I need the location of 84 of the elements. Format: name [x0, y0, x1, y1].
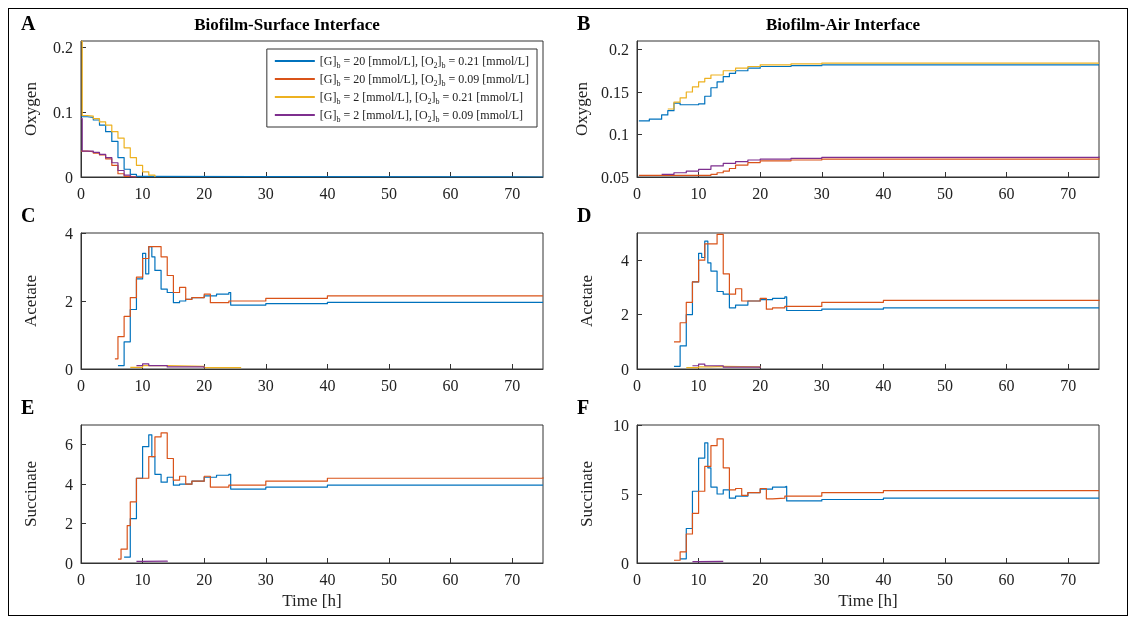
y-tick-label: 0.1 [53, 103, 73, 121]
y-tick-label: 0.2 [53, 38, 73, 56]
x-tick-label: 10 [134, 184, 151, 202]
x-tick-label: 70 [504, 184, 521, 202]
x-tick-label: 20 [196, 184, 213, 202]
y-tick-label: 6 [65, 436, 73, 454]
x-tick-label: 0 [633, 184, 641, 202]
x-tick-label: 60 [998, 184, 1015, 202]
x-axis-title: Time [h] [838, 590, 898, 610]
y-tick-label: 4 [65, 475, 73, 493]
x-tick-label: 10 [690, 376, 707, 394]
x-tick-label: 0 [77, 570, 85, 588]
y-axis-title: Succinate [21, 460, 40, 528]
text: D [577, 204, 592, 226]
x-tick-label: 60 [998, 376, 1015, 394]
x-tick-label: 20 [196, 376, 213, 394]
chart-title: Biofilm-Air Interface [765, 15, 921, 34]
x-tick-label: 20 [752, 570, 769, 588]
text: E [21, 396, 35, 418]
x-tick-label: 60 [442, 184, 459, 202]
y-axis-title: Oxygen [21, 81, 40, 136]
x-tick-label: 20 [752, 184, 769, 202]
x-tick-label: 50 [381, 376, 397, 394]
x-tick-label: 50 [381, 570, 397, 588]
x-tick-label: 70 [1060, 376, 1077, 394]
x-tick-label: 40 [319, 376, 336, 394]
y-tick-label: 2 [65, 515, 73, 533]
y-tick-label: 2 [65, 292, 73, 310]
text: A [21, 12, 36, 34]
y-tick-label: 4 [621, 251, 629, 269]
x-tick-label: 0 [633, 570, 641, 588]
y-tick-label: 0.2 [609, 41, 629, 58]
x-tick-label: 70 [504, 570, 521, 588]
x-tick-label: 40 [319, 570, 336, 588]
x-tick-label: 70 [504, 376, 521, 394]
x-tick-label: 30 [257, 570, 274, 588]
y-tick-label: 0 [621, 360, 629, 378]
text: C [21, 204, 36, 226]
text: F [577, 396, 590, 418]
x-tick-label: 30 [257, 376, 274, 394]
y-tick-label: 0 [621, 554, 629, 572]
x-tick-label: 20 [196, 570, 213, 588]
text: B [577, 12, 591, 34]
x-tick-label: 60 [442, 376, 459, 394]
x-tick-label: 40 [875, 570, 892, 588]
x-tick-label: 50 [937, 184, 953, 202]
x-tick-label: 30 [813, 184, 830, 202]
y-tick-label: 4 [65, 224, 73, 242]
x-tick-label: 30 [813, 570, 830, 588]
y-tick-label: 0 [65, 168, 73, 186]
chart-title: Biofilm-Surface Interface [194, 15, 381, 34]
x-tick-label: 0 [633, 376, 641, 394]
x-tick-label: 60 [998, 570, 1015, 588]
x-tick-label: 60 [442, 570, 459, 588]
y-tick-label: 0.1 [609, 126, 629, 143]
y-tick-label: 0 [65, 360, 73, 378]
y-axis-title: Acetate [21, 275, 40, 327]
x-tick-label: 10 [134, 376, 151, 394]
y-tick-label: 5 [621, 485, 629, 503]
x-tick-label: 10 [690, 184, 707, 202]
x-tick-label: 10 [134, 570, 151, 588]
x-tick-label: 50 [381, 184, 397, 202]
y-tick-label: 2 [621, 306, 629, 324]
y-axis-title: Succinate [577, 460, 596, 528]
x-tick-label: 70 [1060, 570, 1077, 588]
x-tick-label: 30 [257, 184, 274, 202]
y-tick-label: 10 [613, 416, 629, 434]
x-tick-label: 40 [875, 376, 892, 394]
x-tick-label: 50 [937, 376, 953, 394]
x-tick-label: 50 [937, 570, 953, 588]
x-tick-label: 30 [813, 376, 830, 394]
x-tick-label: 70 [1060, 184, 1077, 202]
x-tick-label: 40 [875, 184, 892, 202]
x-tick-label: 0 [77, 184, 85, 202]
y-tick-label: 0 [65, 554, 73, 572]
x-tick-label: 10 [690, 570, 707, 588]
x-axis-title: Time [h] [282, 590, 342, 610]
y-tick-label: 0.05 [601, 168, 629, 186]
x-tick-label: 0 [77, 376, 85, 394]
y-axis-title: Oxygen [572, 81, 592, 136]
y-axis-title: Acetate [577, 275, 596, 327]
x-tick-label: 40 [319, 184, 336, 202]
x-tick-label: 20 [752, 376, 769, 394]
y-tick-label: 0.15 [601, 83, 629, 101]
